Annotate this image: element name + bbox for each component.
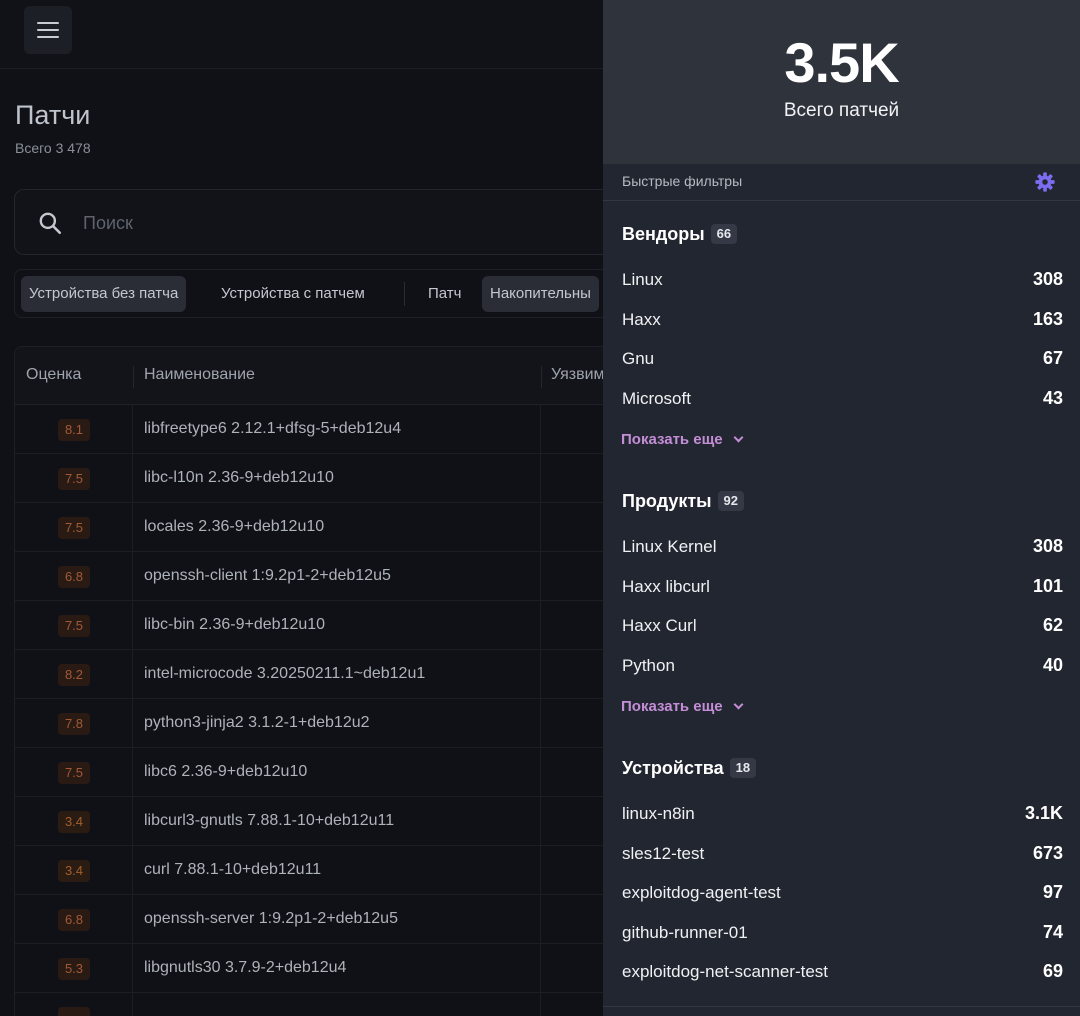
filter-item[interactable]: Linux Kernel 308 xyxy=(622,536,1063,556)
filter-item[interactable]: Haxx 163 xyxy=(622,309,1063,329)
page-title: Патчи xyxy=(15,100,91,130)
filter-item[interactable]: github-runner-01 74 xyxy=(622,922,1063,942)
count-badge: 66 xyxy=(710,224,738,244)
patch-name: openssh-server 1:9.2p1-2+deb12u5 xyxy=(144,910,398,927)
filter-item[interactable]: Microsoft 43 xyxy=(622,388,1063,408)
total-patches-card: 3.5K Всего патчей xyxy=(603,0,1080,164)
score-badge: 7.5 xyxy=(58,468,90,490)
patch-name: intel-microcode 3.20250211.1~deb12u1 xyxy=(144,665,426,682)
section-title-devices: Устройства 18 xyxy=(622,758,757,779)
filter-item[interactable]: Linux 308 xyxy=(622,269,1063,289)
chevron-down-icon xyxy=(733,432,744,443)
chip-devices-with-patch[interactable]: Устройства с патчем xyxy=(221,285,365,302)
patch-name: libc6 2.36-9+deb12u10 xyxy=(144,763,308,780)
divider xyxy=(603,1006,1080,1007)
score-badge: 5.3 xyxy=(58,958,90,980)
chip-divider xyxy=(404,282,405,306)
show-more-vendors-button[interactable]: Показать еще xyxy=(621,431,744,448)
stats-panel: 3.5K Всего патчей Быстрые фильтры Вендор… xyxy=(603,0,1080,1016)
score-badge: 8.1 xyxy=(58,419,90,441)
table-header: Оценка Наименование Уязвим xyxy=(15,347,633,405)
score-badge xyxy=(58,1007,90,1016)
total-patches-value: 3.5K xyxy=(784,31,899,94)
total-patches-label: Всего патчей xyxy=(783,100,900,121)
search-icon xyxy=(39,212,62,235)
patch-name: libfreetype6 2.12.1+dfsg-5+deb12u4 xyxy=(144,420,402,437)
table-row[interactable]: 7.5 libc-l10n 2.36-9+deb12u10 xyxy=(15,454,633,503)
table-row[interactable]: 8.2 intel-microcode 3.20250211.1~deb12u1 xyxy=(15,650,633,699)
table-row[interactable]: 6.8 openssh-server 1:9.2p1-2+deb12u5 xyxy=(15,895,633,944)
show-more-products-button[interactable]: Показать еще xyxy=(621,698,744,715)
score-badge: 7.5 xyxy=(58,615,90,637)
patch-name: libgnutls30 3.7.9-2+deb12u4 xyxy=(144,959,347,976)
filter-chips-bar: Устройства без патча Устройства с патчем… xyxy=(14,269,634,318)
filter-item[interactable]: Gnu 67 xyxy=(622,348,1063,368)
table-row[interactable]: 5.3 libgnutls30 3.7.9-2+deb12u4 xyxy=(15,944,633,993)
score-badge: 8.2 xyxy=(58,664,90,686)
score-badge: 3.4 xyxy=(58,860,90,882)
table-row[interactable]: 7.5 locales 2.36-9+deb12u10 xyxy=(15,503,633,552)
column-header-score[interactable]: Оценка xyxy=(26,366,82,383)
patch-name: openssh-client 1:9.2p1-2+deb12u5 xyxy=(144,567,391,584)
filter-item[interactable]: Python 40 xyxy=(622,655,1063,675)
score-badge: 7.8 xyxy=(58,713,90,735)
score-badge: 6.8 xyxy=(58,909,90,931)
hamburger-icon xyxy=(37,22,59,24)
table-row[interactable]: 6.8 openssh-client 1:9.2p1-2+deb12u5 xyxy=(15,552,633,601)
chip-patch[interactable]: Патч xyxy=(428,285,462,302)
table-row[interactable]: 7.5 libc6 2.36-9+deb12u10 xyxy=(15,748,633,797)
score-badge: 7.5 xyxy=(58,762,90,784)
table-row[interactable]: 3.4 curl 7.88.1-10+deb12u11 xyxy=(15,846,633,895)
table-row[interactable]: 7.5 libc-bin 2.36-9+deb12u10 xyxy=(15,601,633,650)
patch-name: curl 7.88.1-10+deb12u11 xyxy=(144,861,322,878)
chevron-down-icon xyxy=(733,699,744,710)
count-badge: 92 xyxy=(717,491,745,511)
score-badge: 7.5 xyxy=(58,517,90,539)
search-box[interactable] xyxy=(14,189,634,255)
column-header-name[interactable]: Наименование xyxy=(144,366,255,383)
section-title-vendors: Вендоры 66 xyxy=(622,224,738,245)
quick-filters-header: Быстрые фильтры xyxy=(603,164,1080,201)
patch-name: libcurl3-gnutls 7.88.1-10+deb12u11 xyxy=(144,812,395,829)
score-badge: 3.4 xyxy=(58,811,90,833)
table-row[interactable]: 3.4 libcurl3-gnutls 7.88.1-10+deb12u11 xyxy=(15,797,633,846)
menu-button[interactable] xyxy=(24,6,72,54)
column-header-vulnerable[interactable]: Уязвим xyxy=(551,366,605,383)
filter-item[interactable]: Haxx libcurl 101 xyxy=(622,576,1063,596)
filter-item[interactable]: Haxx Curl 62 xyxy=(622,615,1063,635)
table-row[interactable]: 7.8 python3-jinja2 3.1.2-1+deb12u2 xyxy=(15,699,633,748)
patch-name: libc-l10n 2.36-9+deb12u10 xyxy=(144,469,334,486)
filter-item[interactable]: sles12-test 673 xyxy=(622,843,1063,863)
quick-filters-label: Быстрые фильтры xyxy=(622,173,743,189)
page-subtitle: Всего 3 478 xyxy=(15,140,91,156)
score-badge: 6.8 xyxy=(58,566,90,588)
patch-name: python3-jinja2 3.1.2-1+deb12u2 xyxy=(144,714,370,731)
patches-table: Оценка Наименование Уязвим 8.1 libfreety… xyxy=(14,346,634,1016)
filter-item[interactable]: linux-n8in 3.1K xyxy=(622,803,1063,823)
table-row[interactable]: 8.1 libfreetype6 2.12.1+dfsg-5+deb12u4 xyxy=(15,405,633,454)
search-input[interactable] xyxy=(83,208,483,238)
gear-icon[interactable] xyxy=(1034,171,1056,193)
chip-devices-without-patch[interactable]: Устройства без патча xyxy=(21,276,187,312)
filter-item[interactable]: exploitdog-agent-test 97 xyxy=(622,882,1063,902)
filter-item[interactable]: exploitdog-net-scanner-test 69 xyxy=(622,961,1063,981)
patch-name: libc-bin 2.36-9+deb12u10 xyxy=(144,616,326,633)
section-title-products: Продукты 92 xyxy=(622,491,745,512)
table-row[interactable] xyxy=(15,993,633,1016)
chip-cumulative[interactable]: Накопительны xyxy=(482,276,599,312)
patch-name: locales 2.36-9+deb12u10 xyxy=(144,518,325,535)
count-badge: 18 xyxy=(729,758,757,778)
